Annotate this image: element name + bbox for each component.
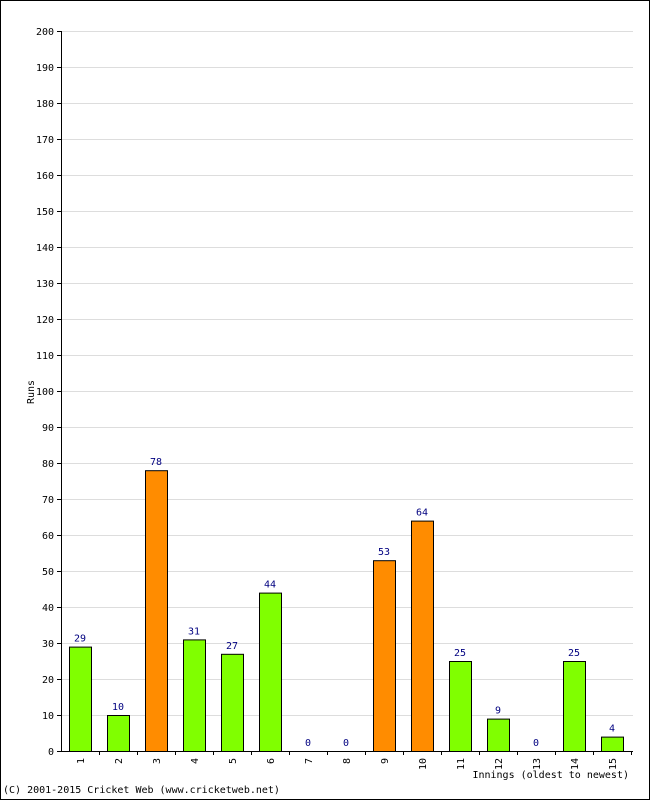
y-tick-label: 40 xyxy=(42,603,54,614)
bar-value-label: 0 xyxy=(343,738,349,749)
bar xyxy=(411,520,434,752)
x-tick-label: 7 xyxy=(304,758,315,764)
bars xyxy=(69,470,624,753)
bar xyxy=(145,470,168,752)
bar-value-label: 44 xyxy=(264,580,276,591)
x-tick-label: 6 xyxy=(266,758,277,764)
copyright-notice: (C) 2001-2015 Cricket Web (www.cricketwe… xyxy=(3,785,280,796)
axes xyxy=(57,31,633,755)
bar-value-label: 29 xyxy=(74,634,86,645)
y-tick-label: 160 xyxy=(36,171,54,182)
x-tick-label: 5 xyxy=(228,758,239,764)
x-tick-label: 8 xyxy=(342,758,353,764)
y-tick-label: 20 xyxy=(42,675,54,686)
bar-value-label: 25 xyxy=(568,648,580,659)
y-tick-label: 0 xyxy=(48,747,54,758)
bar-value-label: 78 xyxy=(150,457,162,468)
x-tick-label: 9 xyxy=(380,758,391,764)
bar xyxy=(107,715,130,752)
x-tick-label: 1 xyxy=(76,758,87,764)
y-tick-label: 80 xyxy=(42,459,54,470)
y-tick-label: 170 xyxy=(36,135,54,146)
bar xyxy=(487,718,510,752)
y-tick-label: 70 xyxy=(42,495,54,506)
bar-value-label: 53 xyxy=(378,547,390,558)
y-tick-label: 60 xyxy=(42,531,54,542)
y-tick-label: 150 xyxy=(36,207,54,218)
x-tick-label: 10 xyxy=(418,758,429,770)
bar xyxy=(373,560,396,753)
y-tick-label: 50 xyxy=(42,567,54,578)
bar-value-label: 4 xyxy=(609,724,615,735)
bar xyxy=(601,736,624,752)
bar xyxy=(221,653,244,752)
bar-value-label: 0 xyxy=(533,738,539,749)
x-tick-label: 15 xyxy=(608,758,619,770)
y-tick-label: 10 xyxy=(42,711,54,722)
bar-value-label: 31 xyxy=(188,626,200,637)
bar-value-label: 25 xyxy=(454,648,466,659)
bar xyxy=(449,661,472,752)
bar-value-label: 27 xyxy=(226,641,238,652)
labels: 0102030405060708090100110120130140150160… xyxy=(36,27,619,770)
bar-value-label: 9 xyxy=(495,706,501,717)
y-tick-label: 100 xyxy=(36,387,54,398)
bar xyxy=(259,592,282,752)
x-tick-label: 4 xyxy=(190,758,201,764)
y-axis-title: Runs xyxy=(26,380,37,404)
bar-value-label: 64 xyxy=(416,508,428,519)
x-tick-label: 13 xyxy=(532,758,543,770)
y-tick-label: 30 xyxy=(42,639,54,650)
y-tick-label: 130 xyxy=(36,279,54,290)
y-tick-label: 190 xyxy=(36,63,54,74)
y-tick-label: 90 xyxy=(42,423,54,434)
x-tick-label: 14 xyxy=(570,758,581,770)
bar-value-label: 0 xyxy=(305,738,311,749)
y-tick-label: 180 xyxy=(36,99,54,110)
x-tick-label: 11 xyxy=(456,758,467,770)
y-tick-label: 140 xyxy=(36,243,54,254)
bar xyxy=(563,661,586,752)
bar xyxy=(183,639,206,753)
bar-value-label: 10 xyxy=(112,702,124,713)
x-axis-title: Innings (oldest to newest) xyxy=(472,770,629,781)
y-tick-label: 110 xyxy=(36,351,54,362)
x-tick-label: 2 xyxy=(114,758,125,764)
y-tick-label: 120 xyxy=(36,315,54,326)
x-tick-label: 3 xyxy=(152,758,163,764)
y-tick-label: 200 xyxy=(36,27,54,38)
x-tick-label: 12 xyxy=(494,758,505,770)
bar xyxy=(69,646,92,752)
